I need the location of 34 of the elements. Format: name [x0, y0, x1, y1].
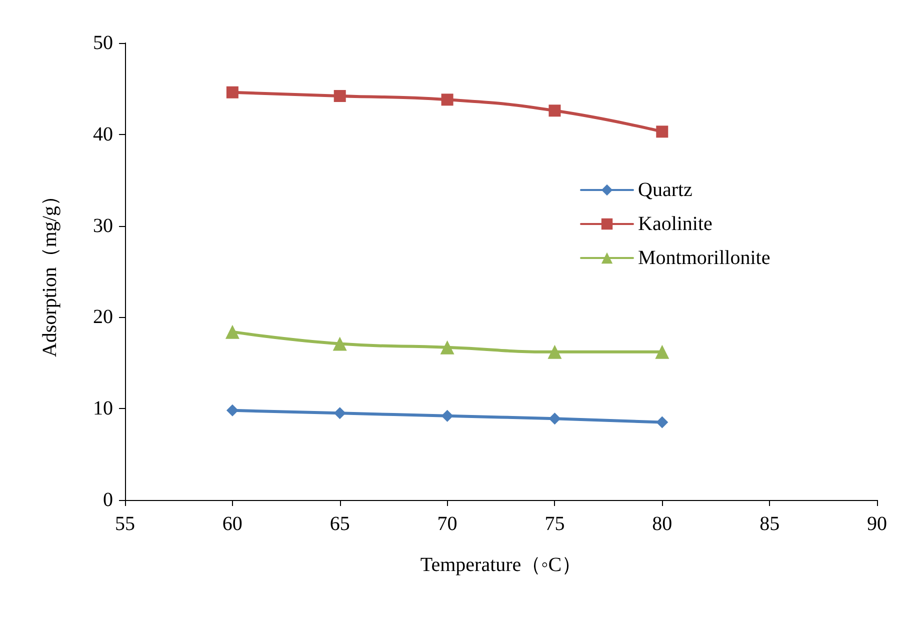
- y-axis-title: Adsorption（mg/g）: [39, 186, 61, 358]
- point: [334, 90, 346, 102]
- y-tick-label: 40: [93, 123, 113, 146]
- y-tick-label: 50: [93, 32, 113, 54]
- point: [548, 344, 562, 359]
- x-tick-label: 75: [544, 513, 565, 535]
- legend-label: Montmorillonite: [638, 247, 770, 269]
- x-tick-label: 60: [222, 513, 242, 535]
- x-tick-label: 85: [760, 513, 780, 535]
- legend-label: Kaolinite: [638, 213, 713, 235]
- point: [655, 344, 670, 359]
- point: [441, 410, 454, 422]
- x-tick-label: 80: [652, 513, 672, 535]
- x-tick-label: 65: [330, 513, 350, 535]
- point: [656, 126, 668, 138]
- point: [656, 416, 668, 428]
- point: [226, 404, 238, 416]
- x-tick-label: 90: [867, 513, 887, 535]
- point: [225, 324, 240, 339]
- legend-label: Quartz: [638, 179, 693, 201]
- point: [441, 94, 454, 106]
- x-tick-label: 70: [437, 513, 458, 535]
- point: [332, 336, 347, 351]
- x-tick-label: 55: [115, 513, 135, 535]
- point: [548, 104, 561, 117]
- y-tick-label: 10: [93, 398, 113, 420]
- y-tick-label: 30: [93, 214, 113, 237]
- point: [226, 86, 238, 98]
- x-axis-title: Temperature（◦C）: [420, 554, 582, 576]
- y-tick-label: 0: [103, 489, 113, 511]
- point: [548, 412, 561, 425]
- point: [440, 340, 454, 354]
- point: [334, 407, 346, 420]
- y-tick-label: 20: [93, 306, 113, 328]
